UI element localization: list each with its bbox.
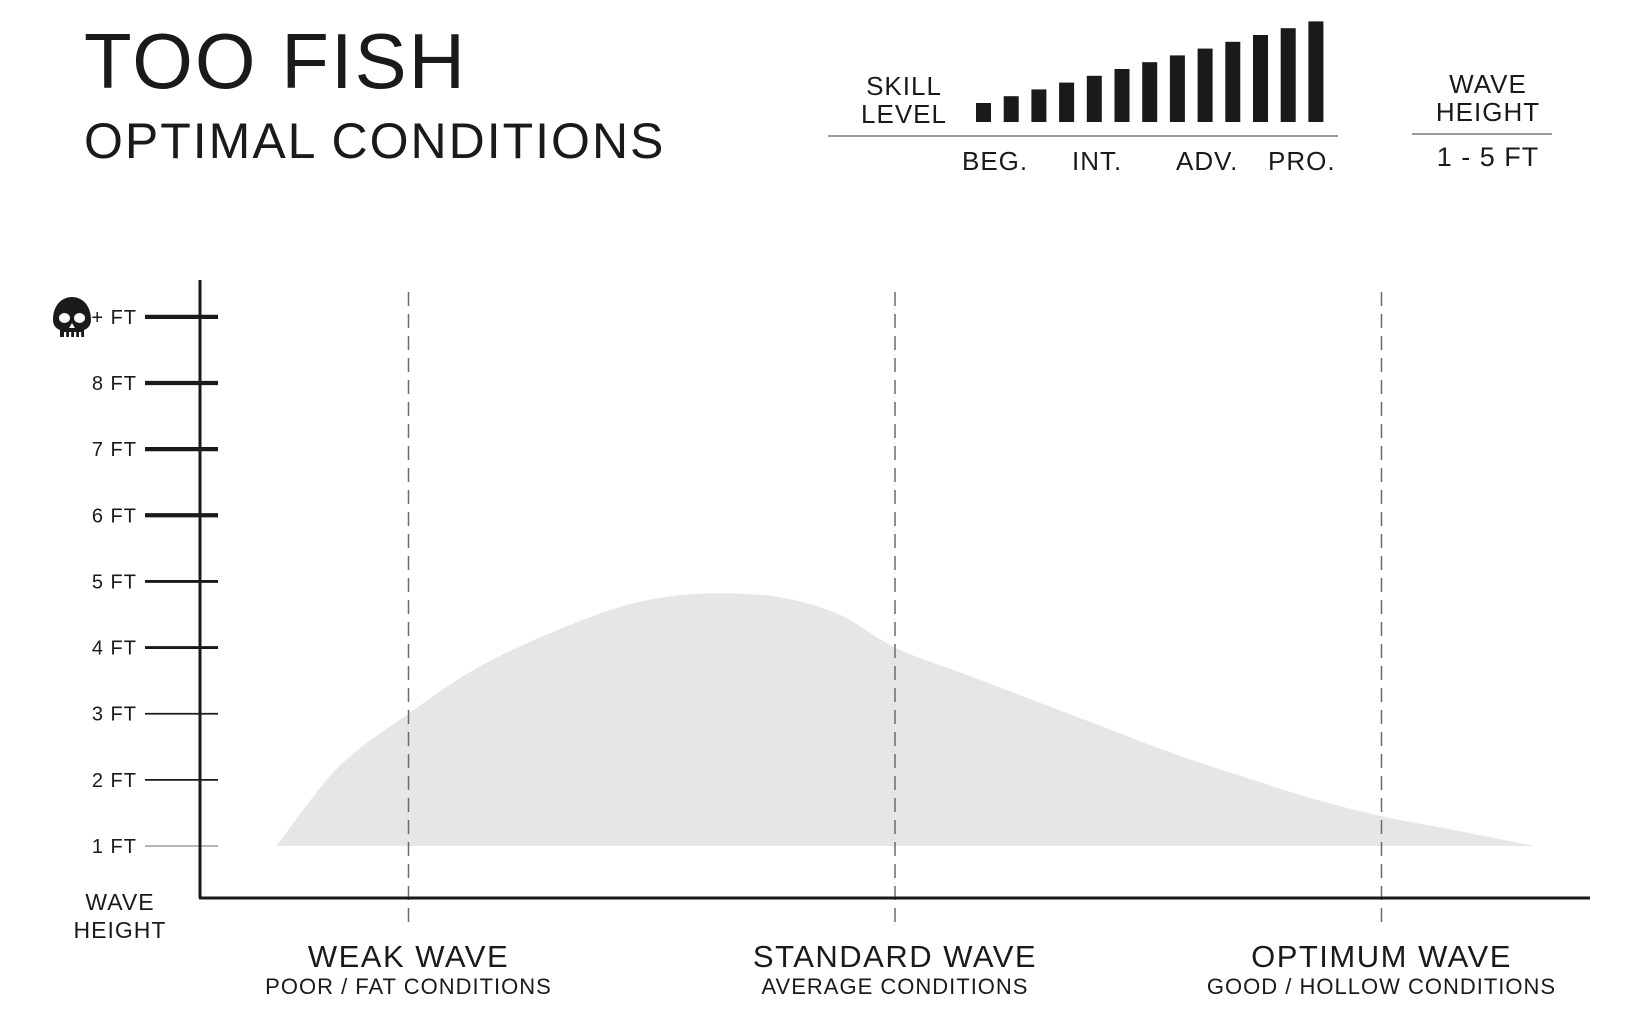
skill-tick-int: INT. (1072, 146, 1123, 176)
skill-tick-adv: ADV. (1176, 146, 1239, 176)
y-tick-label: 8 FT (92, 373, 137, 395)
skill-level-bars (976, 21, 1324, 123)
skill-bar (1114, 69, 1130, 122)
x-category-label: OPTIMUM WAVE GOOD / HOLLOW CONDITIONS (1152, 940, 1612, 1000)
x-category-name: OPTIMUM WAVE (1251, 939, 1512, 974)
y-tick-label: 1 FT (92, 836, 137, 858)
wave-range-area (276, 593, 1535, 846)
skill-bar (1280, 28, 1296, 123)
skull-icon (53, 297, 91, 337)
skill-bar (1225, 41, 1241, 122)
y-tick-label: 3 FT (92, 704, 137, 726)
skill-bar (1003, 96, 1019, 122)
wave-height-value: 1 - 5 FT (1436, 142, 1540, 172)
x-category-name: STANDARD WAVE (752, 939, 1038, 974)
x-category-label: WEAK WAVE POOR / FAT CONDITIONS (179, 940, 639, 1000)
skill-bar (1059, 82, 1075, 122)
skill-bar (1031, 89, 1047, 122)
skill-level-label: SKILL LEVEL (861, 71, 947, 129)
skill-bar (1253, 35, 1268, 122)
x-category-name: WEAK WAVE (307, 939, 510, 974)
page-subtitle: OPTIMAL CONDITIONS (84, 113, 666, 169)
y-tick-label: 4 FT (92, 638, 137, 660)
y-tick-label: + FT (91, 307, 137, 329)
y-tick-label: 6 FT (92, 505, 137, 527)
skill-tick-beg: BEG. (962, 146, 1029, 176)
page-title: TOO FISH (84, 17, 467, 105)
x-category-subtitle: POOR / FAT CONDITIONS (265, 974, 552, 999)
x-category-label: STANDARD WAVE AVERAGE CONDITIONS (665, 940, 1125, 1000)
y-tick-label: 2 FT (92, 770, 137, 792)
skill-bar (1169, 55, 1185, 122)
x-category-subtitle: GOOD / HOLLOW CONDITIONS (1206, 974, 1557, 999)
y-axis-title: WAVE HEIGHT (73, 889, 167, 943)
y-tick-label: 5 FT (92, 571, 137, 593)
wave-height-label: WAVE HEIGHT (1435, 69, 1541, 127)
skill-tick-pro: PRO. (1268, 146, 1336, 176)
x-category-subtitle: AVERAGE CONDITIONS (761, 974, 1029, 999)
y-tick-label: 7 FT (92, 439, 137, 461)
skill-bar (976, 103, 991, 122)
skill-bar (1086, 75, 1102, 122)
skill-bar (1142, 62, 1158, 122)
skill-bar (1308, 21, 1324, 122)
skill-bar (1197, 48, 1213, 122)
